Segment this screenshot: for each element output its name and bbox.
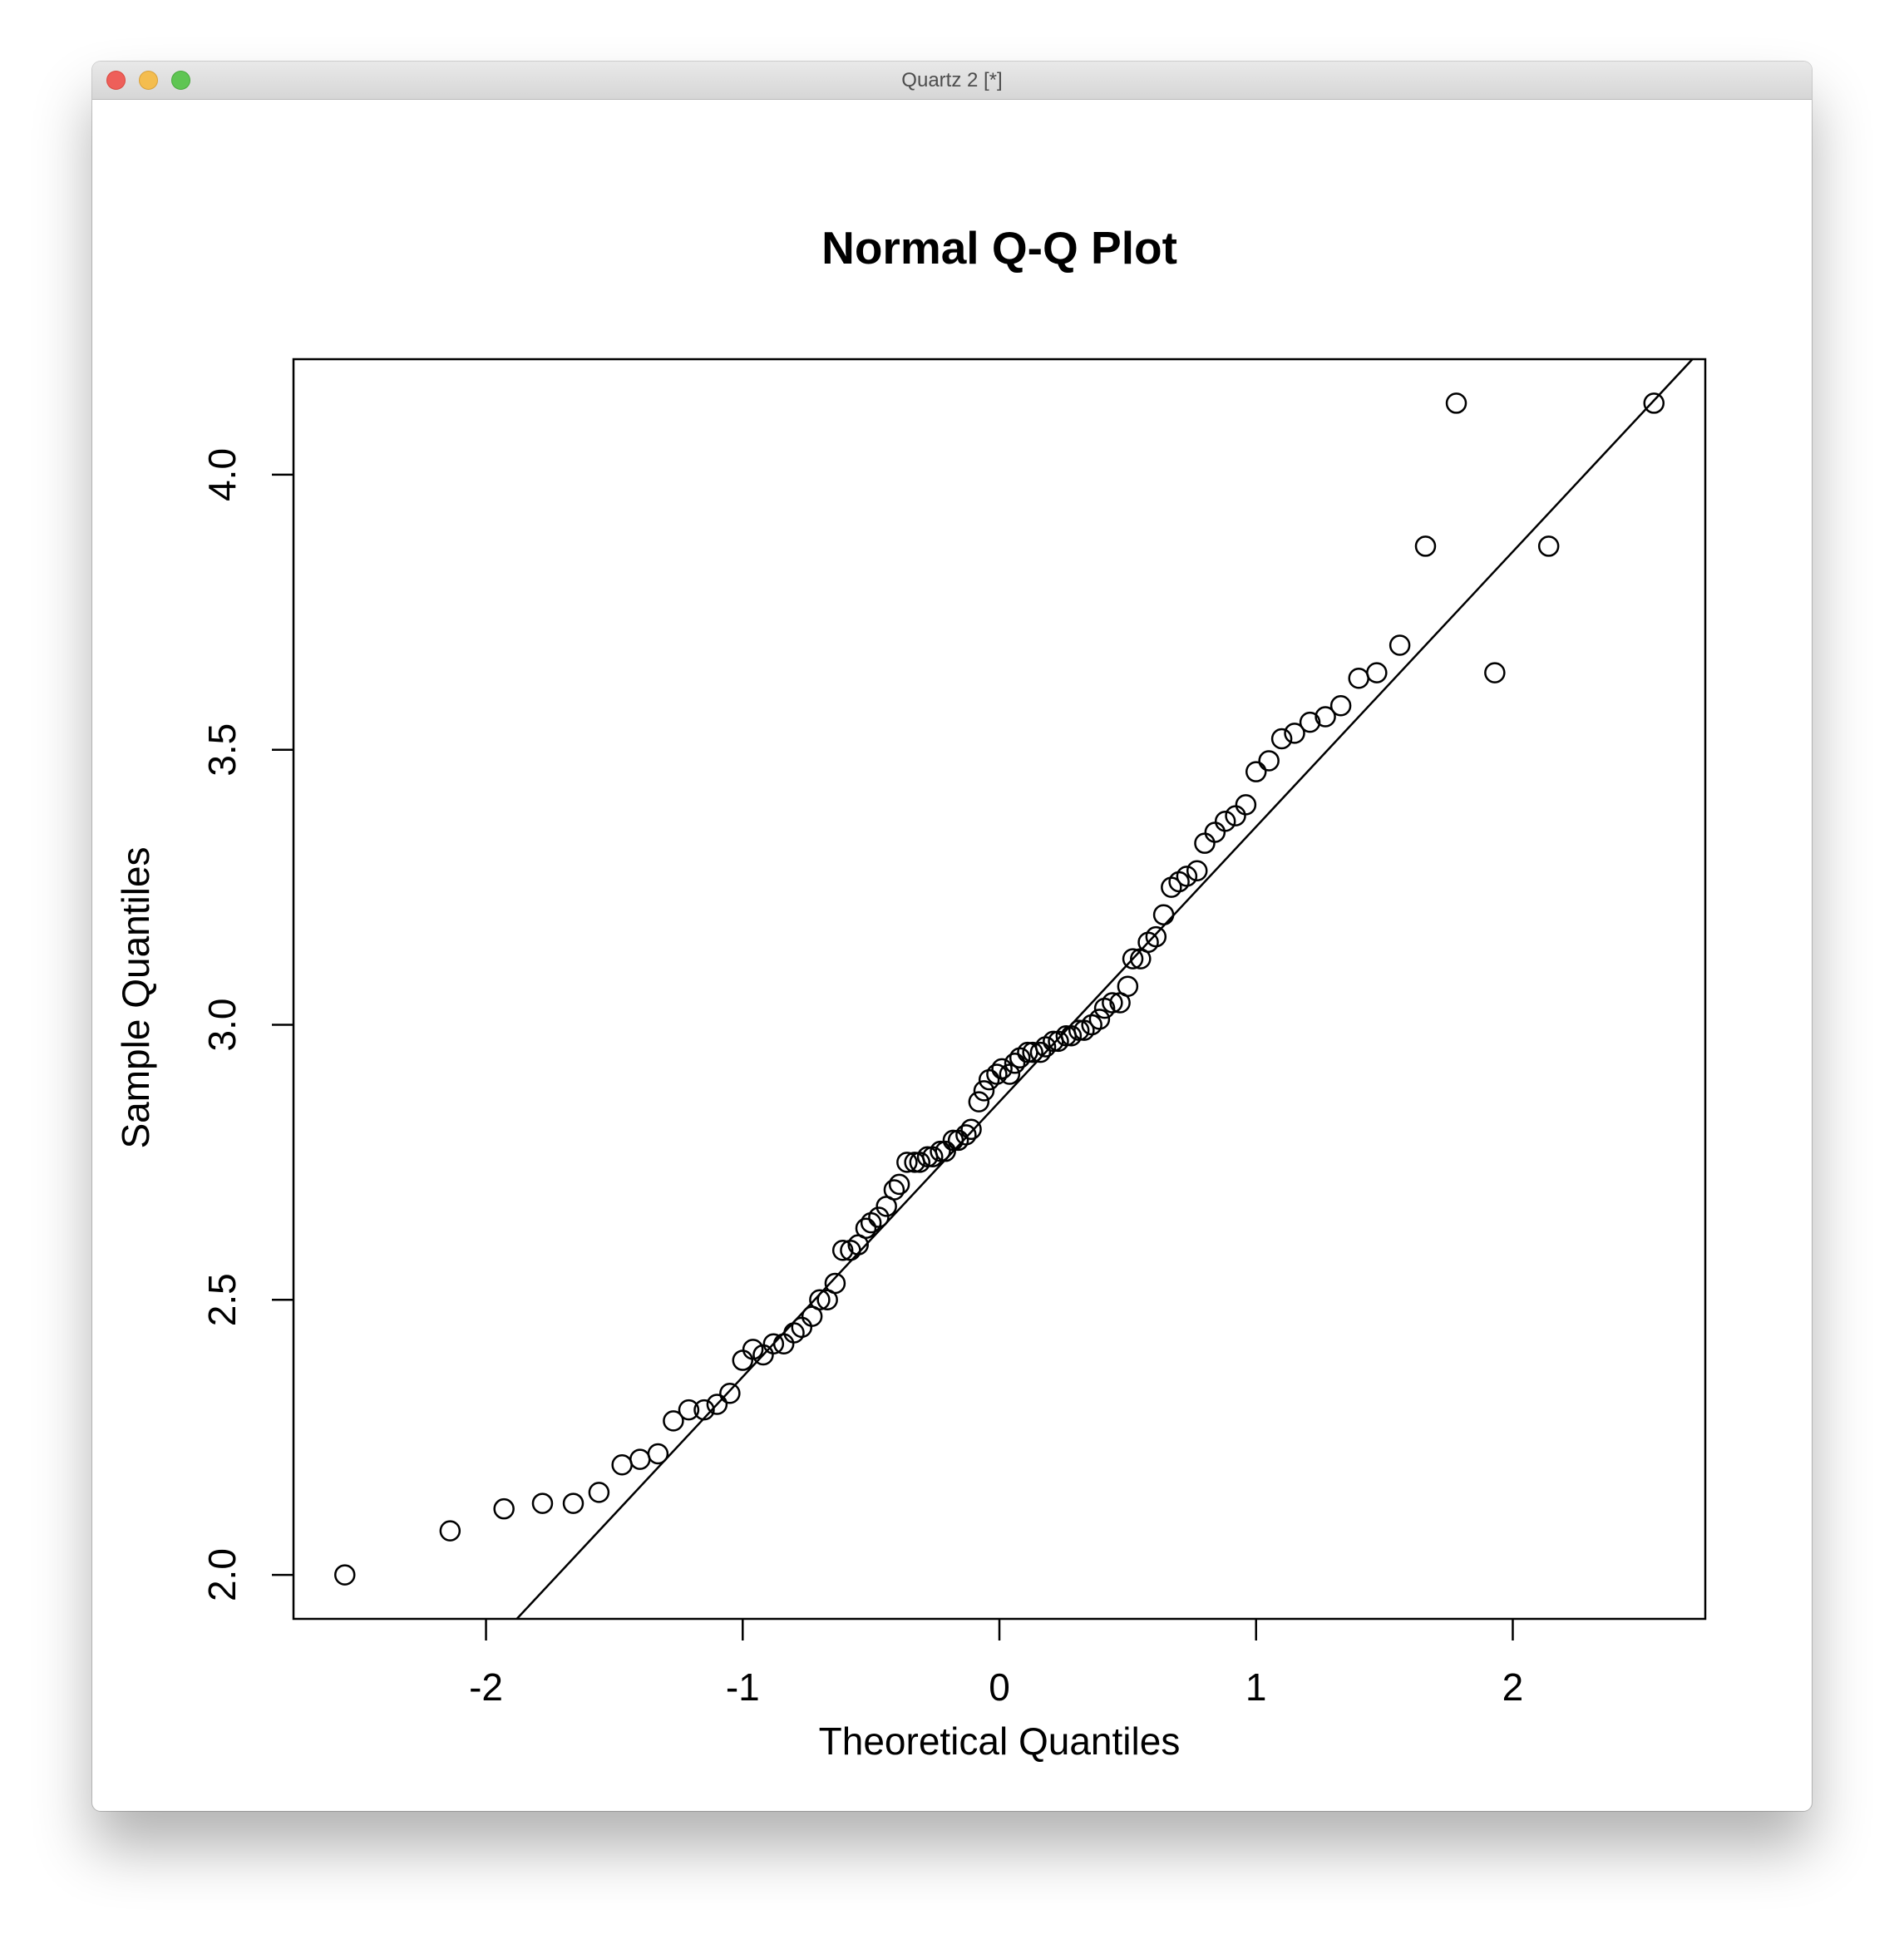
plot-area: Normal Q-Q Plot Theoretical Quantiles Sa… [92, 100, 1812, 1811]
data-point [742, 1339, 764, 1360]
data-point [1235, 794, 1257, 816]
data-point [706, 1394, 728, 1415]
data-point [1315, 706, 1336, 728]
data-point [1176, 866, 1198, 887]
data-point [1152, 904, 1175, 925]
data-point [493, 1497, 515, 1520]
data-point [1484, 662, 1506, 683]
data-point [888, 1173, 910, 1196]
data-point [693, 1399, 715, 1421]
data-point [999, 1063, 1021, 1085]
data-point [1145, 925, 1167, 948]
data-point [1088, 1009, 1111, 1030]
data-point [973, 1080, 995, 1102]
data-points [333, 392, 1665, 1586]
data-point [439, 1520, 461, 1542]
x-tick-label: 2 [1502, 1665, 1524, 1709]
plot-frame [292, 358, 1707, 1621]
data-point [1194, 832, 1216, 854]
minimize-button[interactable] [139, 71, 158, 90]
data-point [986, 1063, 1008, 1085]
data-point [942, 1129, 964, 1152]
x-tick-label: 0 [989, 1665, 1010, 1709]
data-point [1537, 535, 1560, 557]
data-point [1068, 1019, 1090, 1041]
data-point [1299, 711, 1321, 733]
data-point [1122, 948, 1144, 969]
x-axis: -2 -1 0 1 2 [469, 1619, 1523, 1709]
data-point [663, 1410, 684, 1432]
data-point [1258, 750, 1280, 772]
qq-reference-line [515, 358, 1694, 1620]
data-point [1348, 667, 1369, 689]
data-point [1186, 860, 1208, 882]
qq-plot-chart: Normal Q-Q Plot Theoretical Quantiles Sa… [114, 222, 1707, 1763]
data-point [831, 1239, 854, 1261]
data-point [1022, 1041, 1043, 1063]
data-point [1329, 695, 1352, 717]
data-point [1004, 1053, 1026, 1074]
data-point [1389, 634, 1411, 656]
data-point [678, 1399, 700, 1421]
data-point [588, 1482, 610, 1503]
data-point [1029, 1041, 1052, 1063]
x-tick-label: -2 [469, 1665, 503, 1709]
reference-line-group [515, 358, 1694, 1620]
chart-title: Normal Q-Q Plot [821, 222, 1177, 274]
data-point [531, 1492, 554, 1514]
data-point [968, 1091, 990, 1113]
data-point [1414, 535, 1437, 557]
y-tick-label: 3.5 [200, 723, 244, 777]
data-point [647, 1443, 669, 1465]
data-point [883, 1179, 905, 1201]
data-point [955, 1124, 977, 1146]
data-point [629, 1448, 651, 1470]
quartz-window: Quartz 2 [*] Normal Q-Q Plot Theoretical… [92, 62, 1812, 1811]
window-title: Quartz 2 [*] [901, 69, 1003, 91]
x-tick-label: -1 [726, 1665, 760, 1709]
y-tick-label: 2.0 [200, 1548, 244, 1601]
data-point [1270, 728, 1293, 750]
data-point [1117, 975, 1139, 997]
data-point [1643, 392, 1665, 414]
data-point [1204, 821, 1226, 843]
data-point [732, 1349, 754, 1371]
data-point [824, 1272, 846, 1295]
data-point [611, 1454, 633, 1476]
y-axis-label: Sample Quantiles [114, 846, 157, 1148]
data-point [333, 1564, 356, 1586]
data-point [1445, 392, 1467, 414]
data-point [1245, 761, 1267, 782]
data-point [762, 1333, 785, 1354]
x-axis-label: Theoretical Quantiles [819, 1719, 1181, 1763]
close-button[interactable] [106, 71, 126, 90]
y-tick-label: 3.0 [200, 999, 244, 1052]
data-point [1214, 810, 1236, 832]
data-point [935, 1140, 956, 1162]
y-tick-label: 4.0 [200, 448, 244, 501]
y-axis: 2.0 2.5 3.0 3.5 4.0 [200, 448, 293, 1601]
data-point [809, 1289, 831, 1311]
data-point [1366, 662, 1388, 683]
data-point [960, 1118, 982, 1140]
data-point [896, 1152, 918, 1173]
zoom-button[interactable] [171, 71, 190, 90]
window-titlebar[interactable]: Quartz 2 [*] [92, 62, 1812, 100]
data-point [1102, 992, 1123, 1014]
data-point [1284, 723, 1305, 744]
y-tick-label: 2.5 [200, 1273, 244, 1326]
data-point [855, 1217, 877, 1240]
x-tick-label: 1 [1245, 1665, 1267, 1709]
data-point [562, 1492, 585, 1514]
data-point [930, 1140, 951, 1162]
data-point [719, 1383, 741, 1404]
data-point [868, 1206, 890, 1228]
